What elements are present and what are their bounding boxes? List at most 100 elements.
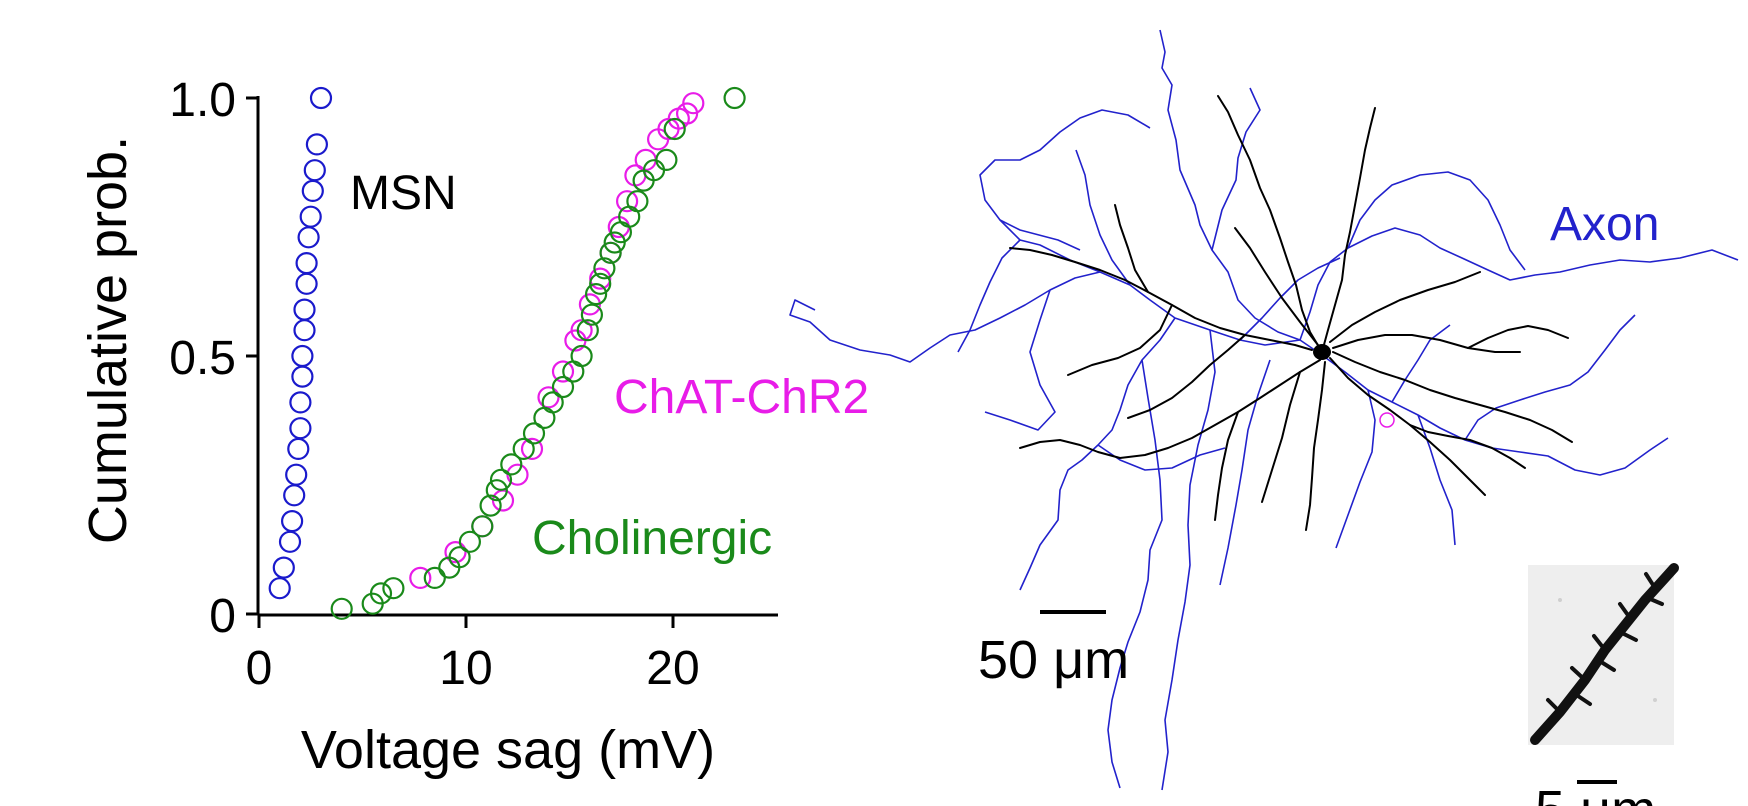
dendrite-branch <box>1305 361 1326 531</box>
data-point <box>305 133 328 156</box>
cell-soma <box>1313 344 1331 360</box>
data-point <box>301 179 324 202</box>
data-point <box>423 566 446 590</box>
axon-branch <box>957 239 1021 353</box>
axon-branch <box>984 289 1056 431</box>
data-point <box>295 272 318 295</box>
data-point <box>615 190 639 213</box>
data-point <box>283 484 306 507</box>
inset-spine <box>1592 634 1607 652</box>
dendrite-branch <box>1009 247 1313 351</box>
inset-spines <box>1546 572 1664 714</box>
data-point <box>551 375 575 399</box>
data-point <box>537 386 560 409</box>
dendrite-branch <box>1321 107 1376 353</box>
axon-branch <box>999 219 1081 251</box>
data-point <box>580 303 604 326</box>
data-point <box>295 252 318 275</box>
data-point <box>485 479 508 502</box>
dendrite-branch <box>1214 411 1239 521</box>
inset-spine <box>1596 658 1616 672</box>
axon-arbor <box>789 29 1739 791</box>
inset-speck <box>1558 598 1562 602</box>
data-point <box>576 319 599 342</box>
x-tick-label: 20 <box>646 642 699 695</box>
data-point <box>458 530 481 553</box>
data-point <box>278 530 302 553</box>
data-point <box>500 453 523 476</box>
dendrite-branch <box>1467 325 1569 349</box>
data-point <box>599 241 622 264</box>
axon-branch <box>1347 171 1526 271</box>
data-point <box>626 190 649 213</box>
data-point <box>520 437 544 460</box>
data-point <box>330 597 353 620</box>
dendrite-branch <box>1114 204 1149 293</box>
inset-spine <box>1570 666 1587 682</box>
axon-branch <box>1335 389 1376 549</box>
inset-spine <box>1618 630 1638 642</box>
data-point <box>289 417 312 440</box>
neuron-morphology-reconstruction: Axon 50 μm 5 μm <box>789 29 1739 806</box>
data-point <box>448 546 471 569</box>
series-msn <box>268 86 333 600</box>
data-point <box>512 437 535 460</box>
axon-branch <box>1391 324 1451 403</box>
data-point <box>593 257 616 280</box>
data-point <box>522 422 546 445</box>
y-tick-label: 0 <box>209 590 236 643</box>
data-point <box>369 582 393 605</box>
inset-spine <box>1573 692 1592 706</box>
axon-branch <box>1211 87 1261 251</box>
axon-branch <box>1159 29 1323 356</box>
axon-branch <box>1075 149 1131 286</box>
axon-branch <box>1219 359 1271 586</box>
data-point <box>289 391 312 414</box>
axon-branch <box>1299 227 1739 341</box>
dendrite-spine-inset <box>1528 563 1679 745</box>
data-point <box>293 319 316 342</box>
inset-spine <box>1618 602 1632 620</box>
axon-branch <box>1019 317 1176 591</box>
data-point <box>281 509 304 533</box>
axon-branch <box>1417 414 1456 546</box>
data-point <box>489 468 513 491</box>
x-axis-title: Voltage sag (mV) <box>301 720 715 780</box>
data-point <box>479 494 502 517</box>
chart-axes <box>246 96 778 628</box>
scale-bar-label: 50 μm <box>978 630 1129 690</box>
x-tick-label: 0 <box>246 642 273 695</box>
axon-branch <box>1107 359 1163 789</box>
x-tick-label: 10 <box>439 642 492 695</box>
dendrite-branch <box>1067 304 1173 376</box>
data-point <box>584 283 608 306</box>
data-point <box>297 226 320 249</box>
data-point <box>471 515 494 538</box>
series-label-cholinergic: Cholinergic <box>532 512 772 565</box>
series-cholinergic <box>330 86 746 620</box>
axon-branch <box>1239 257 1341 341</box>
data-point <box>272 556 295 579</box>
dendrite-branch <box>1332 351 1573 443</box>
tick-labels: 1.0 0.5 0 0 10 20 <box>169 74 699 695</box>
data-point <box>309 86 333 110</box>
dendrite-branch <box>1019 359 1321 459</box>
data-point <box>409 566 432 590</box>
data-point <box>589 267 612 290</box>
data-points <box>268 86 746 620</box>
data-point <box>287 437 310 460</box>
data-point <box>570 319 593 342</box>
axon-branch <box>789 271 1101 363</box>
soma-marker <box>1379 412 1395 428</box>
data-point <box>655 148 678 171</box>
dendrite-arbor <box>1009 95 1573 531</box>
data-point <box>268 577 291 600</box>
dendrite-branch <box>1261 371 1301 503</box>
inset-speck <box>1653 698 1657 702</box>
y-tick-label: 0.5 <box>169 332 236 385</box>
data-point <box>291 344 314 368</box>
inset-spine <box>1546 698 1562 714</box>
data-point <box>293 298 316 321</box>
data-point <box>444 540 467 564</box>
